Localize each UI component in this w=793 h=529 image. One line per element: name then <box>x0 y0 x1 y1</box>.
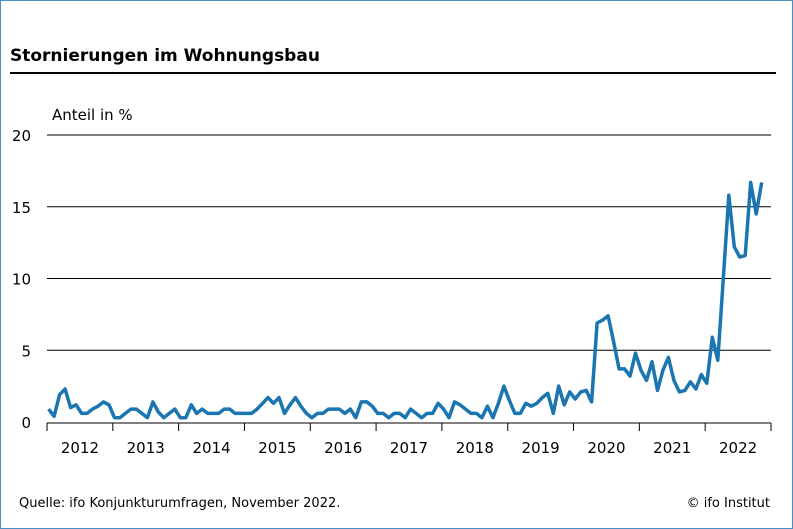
x-tick-label: 2013 <box>127 439 165 457</box>
x-tick-label: 2014 <box>192 439 230 457</box>
x-tick-label: 2019 <box>522 439 560 457</box>
x-tick-label: 2015 <box>258 439 296 457</box>
x-tick-label: 2017 <box>390 439 428 457</box>
title-rule <box>10 72 776 74</box>
x-tick-label: 2020 <box>587 439 625 457</box>
copyright: © ifo Institut <box>686 496 770 511</box>
source-note: Quelle: ifo Konjunkturumfragen, November… <box>19 496 341 511</box>
x-tick-label: 2016 <box>324 439 362 457</box>
chart-title: Stornierungen im Wohnungsbau <box>10 46 320 66</box>
x-tick-label: 2018 <box>456 439 494 457</box>
x-tick-label: 2012 <box>61 439 99 457</box>
y-tick-label: 20 <box>12 127 31 145</box>
series-line <box>47 180 764 420</box>
y-tick-label: 10 <box>12 271 31 289</box>
x-tick-label: 2022 <box>719 439 757 457</box>
x-tick-label: 2021 <box>653 439 691 457</box>
y-tick-label: 0 <box>21 414 31 432</box>
y-tick-label: 15 <box>12 199 31 217</box>
y-axis-label: Anteil in % <box>52 106 133 124</box>
y-tick-label: 5 <box>21 342 31 360</box>
